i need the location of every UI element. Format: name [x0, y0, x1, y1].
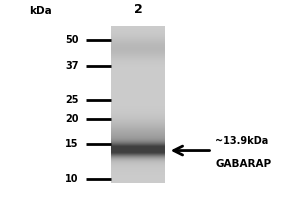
Text: 2: 2: [134, 3, 142, 16]
Text: 37: 37: [65, 61, 79, 71]
Text: 10: 10: [65, 174, 79, 184]
Text: 20: 20: [65, 114, 79, 124]
Text: ~13.9kDa: ~13.9kDa: [215, 136, 268, 146]
Text: GABARAP: GABARAP: [215, 159, 272, 169]
Text: kDa: kDa: [29, 6, 51, 16]
Text: 50: 50: [65, 35, 79, 45]
Text: 25: 25: [65, 95, 79, 105]
Text: 15: 15: [65, 139, 79, 149]
